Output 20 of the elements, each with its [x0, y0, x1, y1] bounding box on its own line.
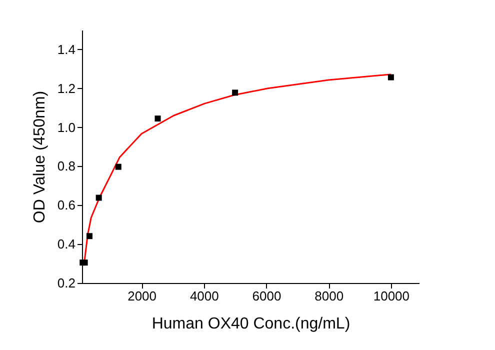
y-tick-label: 0.2: [57, 276, 76, 290]
x-tick-label: 8000: [314, 288, 344, 304]
x-axis-title: Human OX40 Conc.(ng/mL): [152, 316, 350, 332]
y-tick-label: 0.4: [57, 236, 76, 252]
x-tick-label: 10000: [373, 288, 410, 304]
x-tick-label: 6000: [252, 288, 282, 304]
x-tick-label: 2000: [128, 288, 157, 304]
y-axis-title: OD Value (450nm): [31, 90, 48, 224]
x-tick-label: 4000: [190, 288, 219, 304]
point: [115, 164, 122, 170]
y-tick-label: 0.6: [57, 198, 76, 213]
point: [388, 74, 394, 80]
point: [86, 233, 92, 240]
point: [154, 116, 161, 122]
point: [232, 90, 238, 96]
y-tick-label: 1.0: [57, 120, 76, 135]
point: [96, 194, 102, 201]
y-tick-label: 1.4: [57, 42, 76, 57]
y-tick-label: 1.2: [57, 80, 76, 96]
y-tick-label: 0.8: [57, 158, 76, 174]
